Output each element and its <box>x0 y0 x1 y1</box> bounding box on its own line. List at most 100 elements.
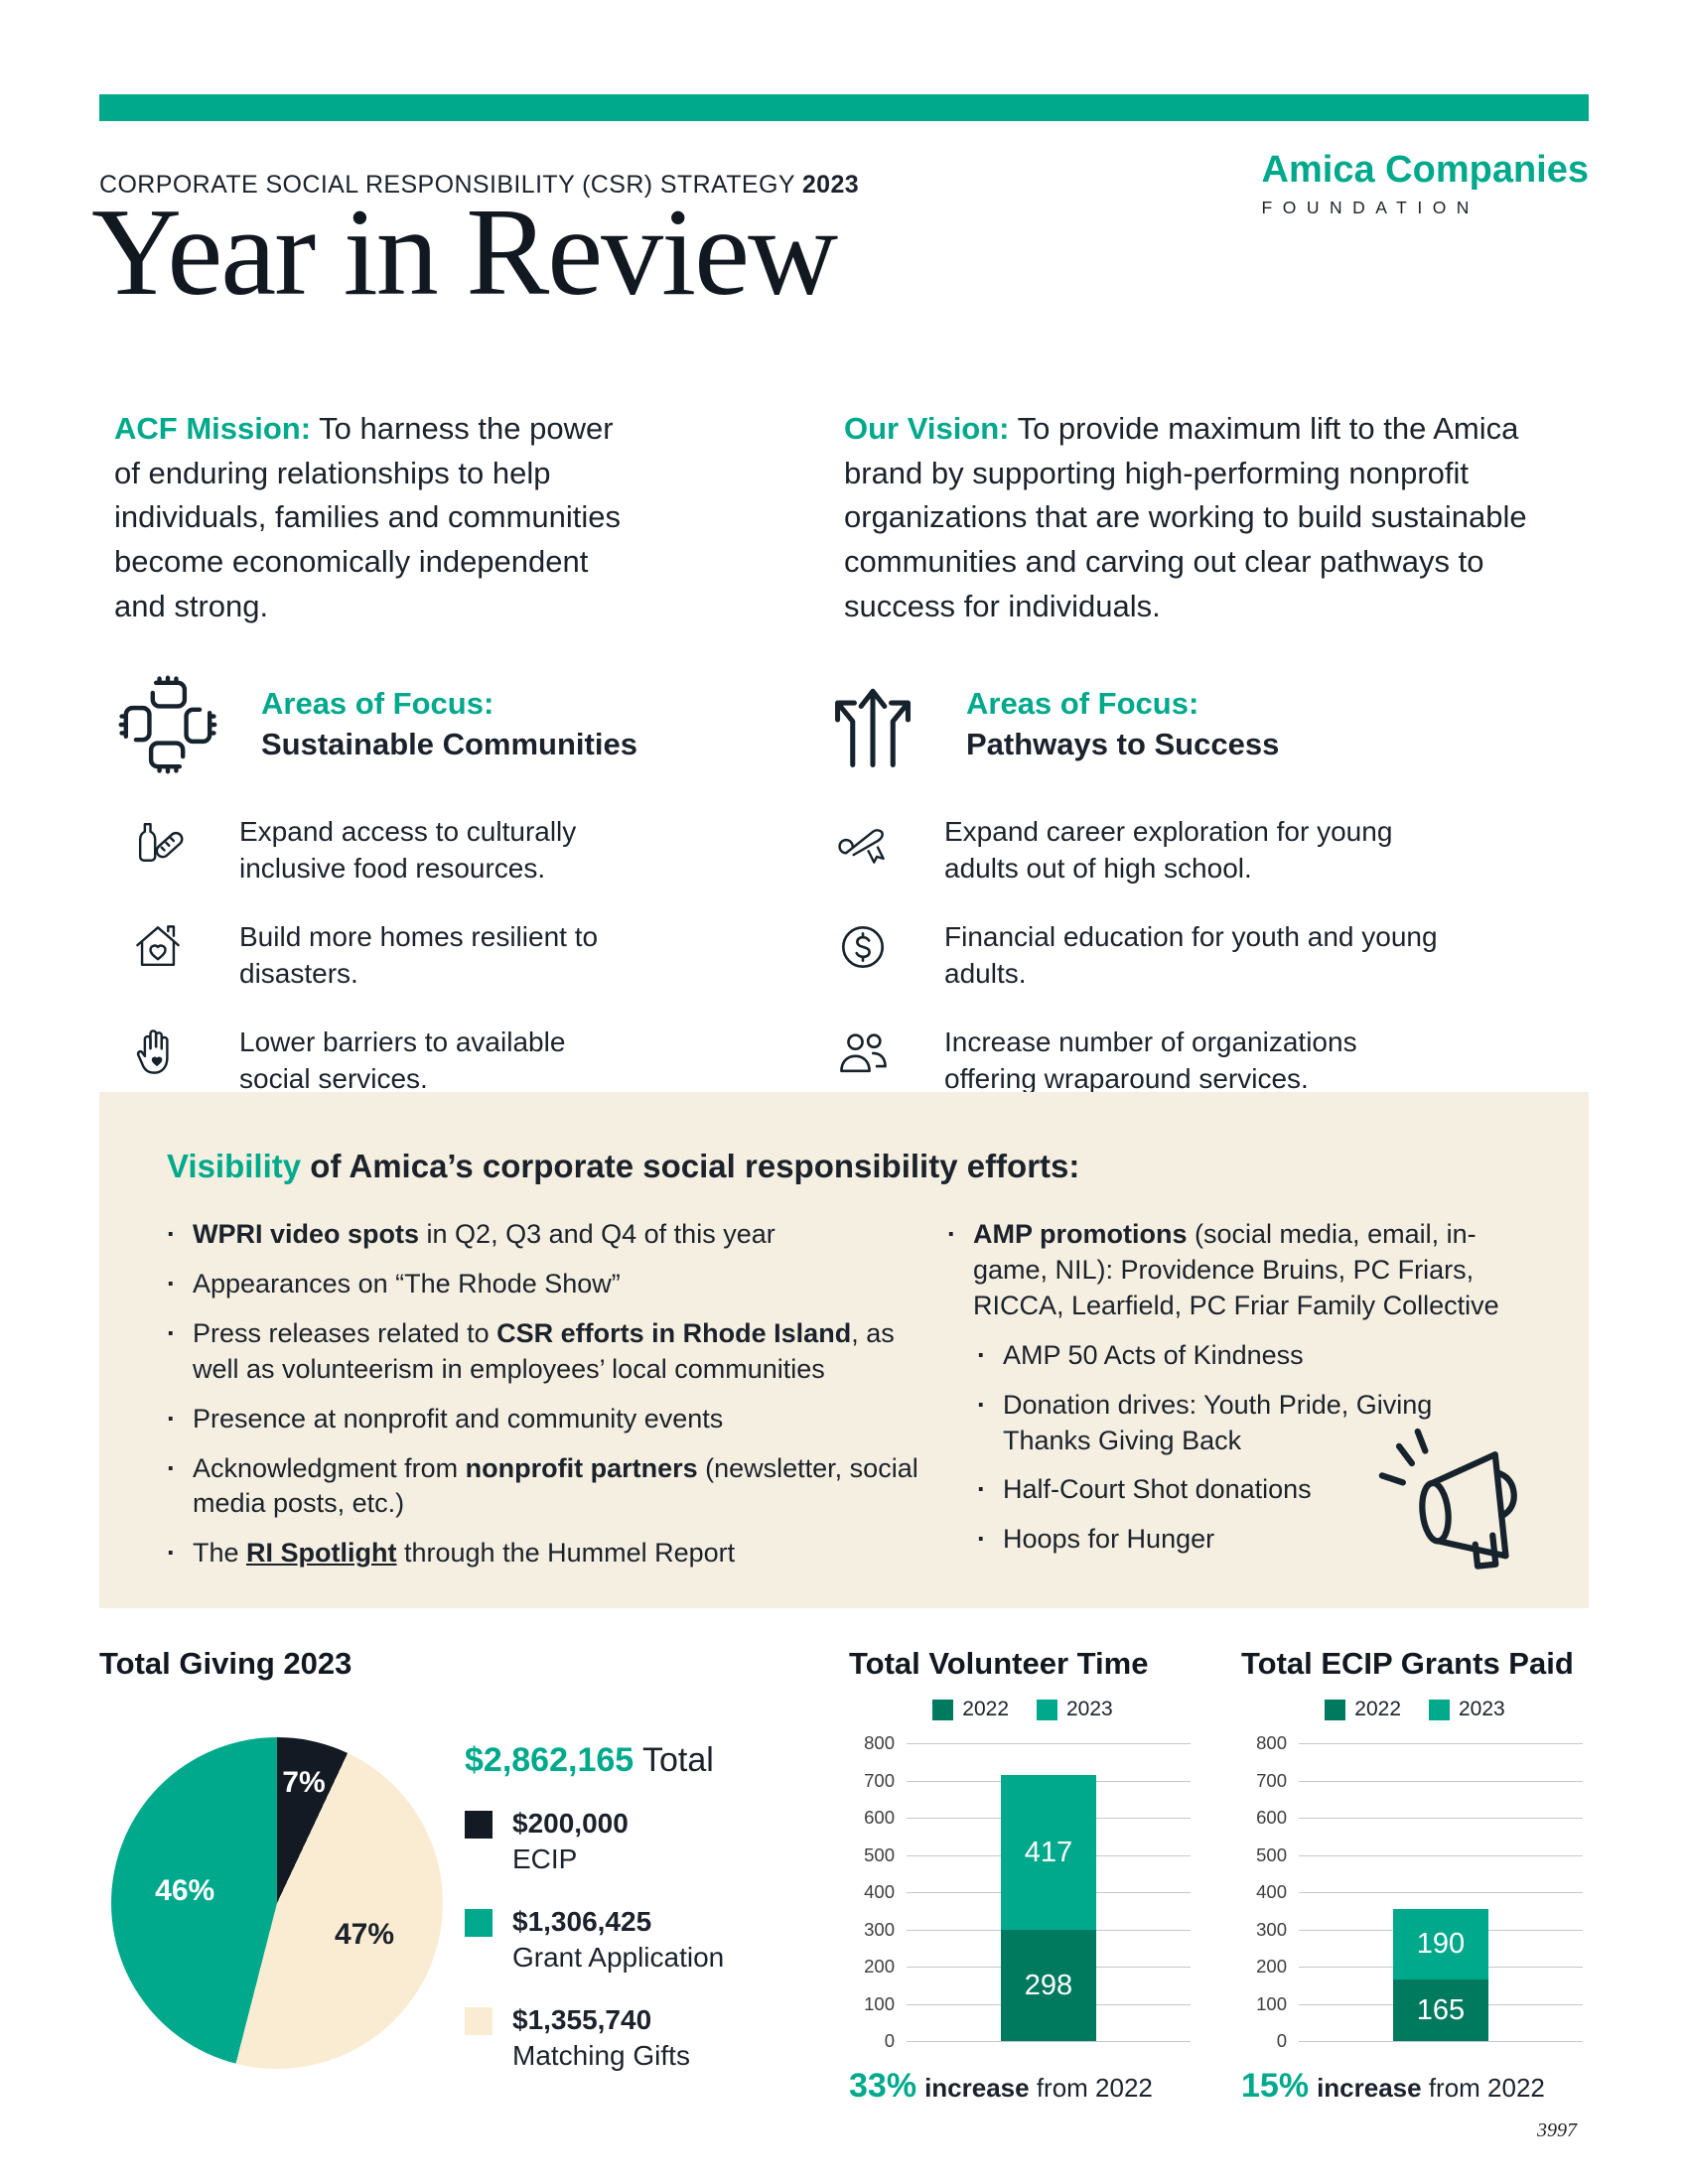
y-axis-tick-label: 400 <box>1256 1881 1287 1902</box>
bullet-dot: · <box>977 1474 986 1505</box>
mission-body: To harness the power of enduring relatio… <box>114 411 622 623</box>
text-segment: Half-Court Shot donations <box>1003 1474 1312 1505</box>
text-segment: from 2022 <box>1029 2073 1153 2103</box>
focus-item-text: Increase number of organizations offerin… <box>944 1025 1357 1094</box>
people-icon <box>833 1023 897 1082</box>
logo-wordmark: Amica Companies <box>1261 149 1589 191</box>
legend-2023: 2023 <box>1037 1698 1113 1721</box>
bullet-dot: · <box>167 1268 176 1298</box>
y-axis-tick-label: 300 <box>864 1918 895 1940</box>
gridline <box>907 1743 1191 1744</box>
bar-plot: 0 100 200 300 400 500 600 700 800 165 190 <box>1256 1732 1583 2051</box>
bullet-text: Appearances on “The Rhode Show” <box>193 1267 621 1302</box>
visibility-title-highlight: Visibility <box>167 1148 302 1184</box>
legend-label: Matching Gifts <box>512 2039 690 2071</box>
gridline <box>1299 1780 1583 1782</box>
focus-header: Areas of Focus: Pathways to Success <box>819 671 1574 778</box>
bullet-item: · AMP promotions (social media, email, in… <box>947 1217 1521 1324</box>
text-segment: AMP promotions <box>973 1219 1188 1249</box>
text-segment: Acknowledgment from <box>193 1452 466 1483</box>
bullet-item: · Donation drives: Youth Pride, Giving Th… <box>977 1388 1521 1459</box>
focus-item-text: Lower barriers to available social servi… <box>239 1025 566 1094</box>
focus-item-text: Expand access to culturally inclusive fo… <box>239 816 577 884</box>
amica-foundation-logo: Amica Companies FOUNDATION <box>1262 149 1589 218</box>
text-segment: (social media, email, in-game, NIL): Pro… <box>973 1219 1499 1320</box>
bar-legend: 2022 2023 <box>1241 1698 1589 1721</box>
pie-percent-label: 7% <box>282 1766 326 1800</box>
chart-title: Total Giving 2023 <box>99 1646 352 1681</box>
bullet-text: Hoops for Hunger <box>1003 1522 1214 1558</box>
text-segment: CSR efforts in Rhode Island <box>496 1317 852 1348</box>
pie-percent-label: 47% <box>334 1917 395 1951</box>
y-axis-tick-label: 0 <box>884 2030 895 2051</box>
legend-amount: $1,355,740 <box>512 2003 652 2035</box>
vision-body: To provide maximum lift to the Amica bra… <box>844 411 1527 623</box>
bullet-text: AMP promotions (social media, email, in-… <box>973 1217 1521 1324</box>
legend-2022: 2022 <box>932 1698 1009 1721</box>
bar-segment-2023: 417 <box>1001 1774 1096 1931</box>
text-segment: Press releases related to <box>193 1317 497 1348</box>
text-segment: Appearances on “The Rhode Show” <box>193 1268 621 1298</box>
legend-item-ecip: $200,000 ECIP <box>465 1806 792 1878</box>
mission-paragraph: ACF Mission: To harness the power of end… <box>114 407 621 628</box>
legend-swatch <box>932 1699 954 1720</box>
bar-value-label: 417 <box>1024 1836 1073 1868</box>
bullet-item: · WPRI video spots in Q2, Q3 and Q4 of th… <box>167 1217 931 1253</box>
hand-heart-icon <box>128 1023 192 1082</box>
y-axis-tick-label: 800 <box>1256 1732 1287 1753</box>
bar-segment-2022: 165 <box>1393 1979 1488 2041</box>
bar-value-label: 190 <box>1416 1928 1466 1960</box>
eyebrow-text: CORPORATE SOCIAL RESPONSIBILITY (CSR) ST… <box>99 149 859 200</box>
eyebrow-label: CORPORATE SOCIAL RESPONSIBILITY (CSR) ST… <box>99 171 795 199</box>
focus-header-label: Areas of Focus: <box>261 686 494 722</box>
bullet-dot: · <box>167 1403 176 1433</box>
mission-label: ACF Mission: <box>114 411 312 446</box>
hands-circle-icon <box>114 671 221 778</box>
increase-percent: 15% <box>1241 2067 1310 2105</box>
text-segment: Presence at nonprofit and community even… <box>193 1403 724 1433</box>
eyebrow-year: 2023 <box>801 171 860 199</box>
visibility-bullets-right: · AMP promotions (social media, email, in… <box>947 1217 1521 1585</box>
text-segment: in Q2, Q3 and Q4 of this year <box>419 1219 775 1249</box>
bar-plot: 0 100 200 300 400 500 600 700 800 298 417 <box>864 1732 1191 2051</box>
bullet-text: WPRI video spots in Q2, Q3 and Q4 of thi… <box>193 1217 775 1253</box>
ri-spotlight-link[interactable]: RI Spotlight <box>246 1538 397 1569</box>
arrows-up-icon <box>819 671 926 778</box>
total-giving-chart: Total Giving 2023 7% 47% 46% $2,862,165 To… <box>99 1646 794 2071</box>
focus-header-title: Sustainable Communities <box>261 727 637 761</box>
house-heart-icon <box>128 917 192 977</box>
legend-amount: $1,306,425 <box>512 1905 652 1937</box>
legend-label: 2022 <box>1354 1698 1401 1720</box>
focus-item: Expand career exploration for young adul… <box>819 812 1574 887</box>
visibility-section: Visibility of Amica’s corporate social r… <box>99 1092 1589 1608</box>
focus-areas-row: Areas of Focus: Sustainable Communities … <box>114 671 1574 1098</box>
bar-segment-2023: 190 <box>1393 1908 1488 1980</box>
bullet-dot: · <box>167 1538 176 1569</box>
pie-total: $2,862,165 Total <box>465 1741 792 1780</box>
y-axis-tick-label: 200 <box>1256 1956 1287 1977</box>
y-axis-tick-label: 800 <box>864 1732 895 1753</box>
stacked-bar: 298 417 <box>1001 1774 1096 2041</box>
vision-label: Our Vision: <box>844 411 1010 446</box>
bullet-text: Presence at nonprofit and community even… <box>193 1402 723 1437</box>
legend-swatch <box>1325 1699 1346 1720</box>
gridline <box>907 2041 1191 2042</box>
legend-text: $200,000 ECIP <box>512 1806 629 1878</box>
bullet-dot: · <box>167 1317 176 1348</box>
y-axis-tick-label: 0 <box>1276 2030 1287 2051</box>
bar-legend: 2022 2023 <box>849 1698 1196 1721</box>
logo-subtitle: FOUNDATION <box>1261 198 1479 217</box>
bullet-item: · AMP 50 Acts of Kindness <box>977 1338 1521 1374</box>
megaphone-icon <box>1371 1407 1551 1586</box>
legend-swatch <box>465 2006 492 2035</box>
pie-legend: $2,862,165 Total $200,000 ECIP $1,306,425… <box>465 1741 792 2074</box>
bullet-item: · Half-Court Shot donations <box>977 1472 1521 1508</box>
bullet-item: · Appearances on “The Rhode Show” <box>167 1267 931 1302</box>
total-amount: $2,862,165 <box>465 1741 634 1779</box>
chart-title: Total Volunteer Time <box>849 1646 1149 1681</box>
bar-value-label: 298 <box>1024 1969 1073 2001</box>
gridline <box>1299 2041 1583 2042</box>
focus-item-text: Build more homes resilient to disasters. <box>239 920 599 989</box>
visibility-title: Visibility of Amica’s corporate social r… <box>167 1148 1529 1185</box>
